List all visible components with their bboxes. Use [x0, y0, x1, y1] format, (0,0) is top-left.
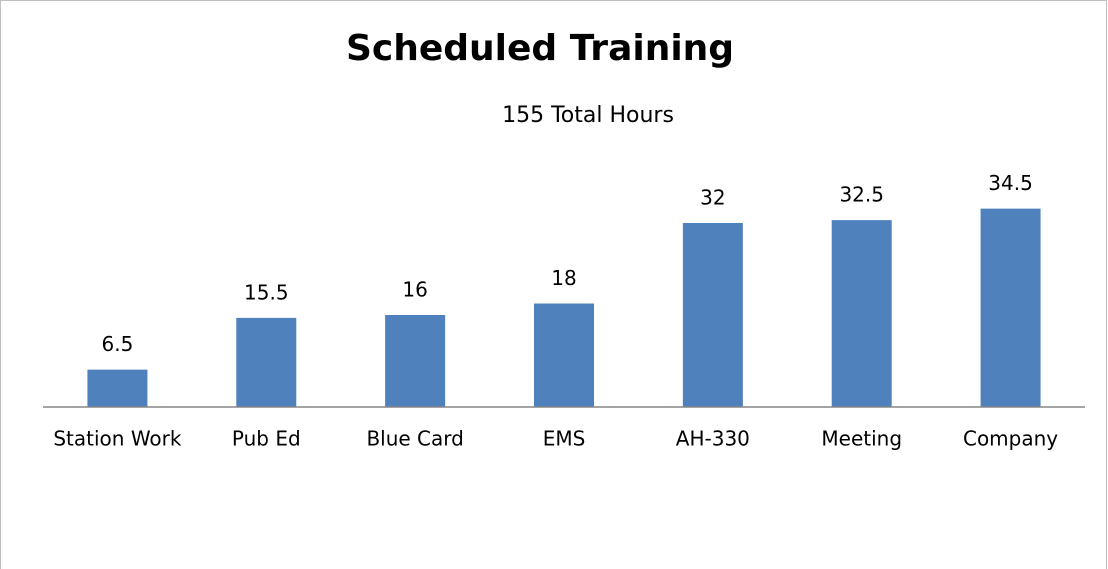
bar [980, 208, 1041, 407]
data-label: 15.5 [244, 280, 289, 304]
chart-subtitle: 155 Total Hours [502, 103, 674, 128]
bar [87, 369, 148, 407]
data-label: 32.5 [839, 183, 884, 207]
x-tick-label: Blue Card [366, 427, 463, 451]
data-label: 18 [551, 266, 576, 290]
x-tick-label: Company [963, 427, 1058, 451]
bar [534, 303, 594, 407]
bar [385, 315, 446, 407]
data-label: 16 [402, 278, 427, 302]
bar [682, 223, 743, 407]
x-tick-label: AH-330 [676, 427, 750, 451]
bar [831, 220, 892, 407]
x-tick-label: Meeting [821, 427, 902, 451]
x-tick-label: EMS [543, 427, 586, 451]
chart-title: Scheduled Training [346, 28, 734, 69]
data-label: 32 [700, 186, 725, 210]
data-label: 6.5 [102, 332, 134, 356]
bar [236, 317, 297, 407]
data-label: 34.5 [988, 171, 1033, 195]
x-tick-label: Station Work [53, 427, 182, 451]
x-tick-label: Pub Ed [232, 427, 301, 451]
